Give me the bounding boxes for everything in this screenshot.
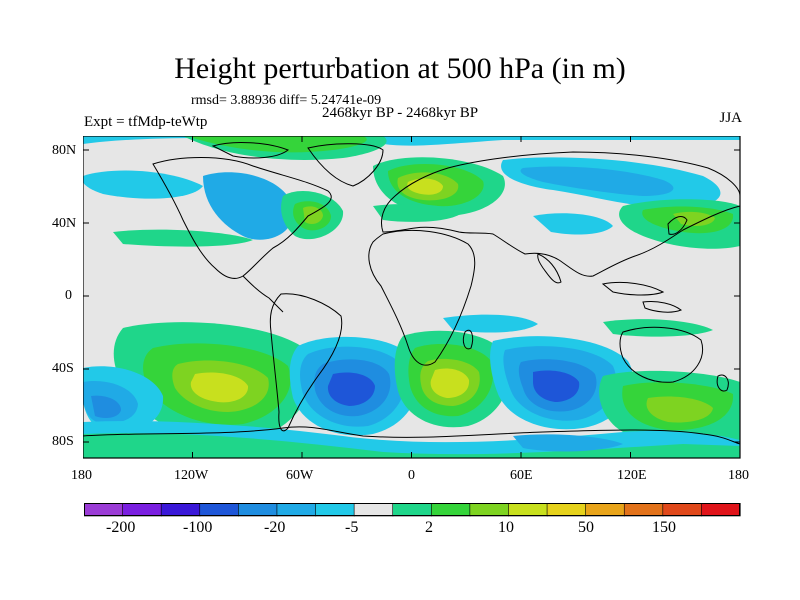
- lon-label-180E: 180: [728, 468, 749, 483]
- colorbar-swatch: [353, 503, 394, 517]
- lon-label-0: 0: [408, 468, 415, 483]
- colorbar-label-neg200: -200: [106, 519, 136, 536]
- colorbar-swatch: [430, 503, 471, 517]
- lon-label-180W: 180: [71, 468, 92, 483]
- colorbar-label-neg20: -20: [264, 519, 286, 536]
- lat-label-40N: 40N: [52, 216, 77, 231]
- colorbar-swatch: [546, 503, 587, 517]
- colorbar-swatch: [238, 503, 278, 517]
- height-perturbation-map: [83, 136, 741, 459]
- axis-ticks: [83, 136, 741, 458]
- coastlines: [83, 142, 741, 445]
- lat-label-40S: 40S: [52, 361, 74, 376]
- colorbar-label-10: 10: [498, 519, 514, 536]
- colorbar-swatch: [122, 503, 162, 517]
- season-label: JJA: [719, 110, 742, 126]
- colorbar-swatch: [469, 503, 510, 517]
- colorbar-swatch: [276, 503, 317, 517]
- lon-label-60W: 60W: [286, 468, 314, 483]
- colorbar-swatch: [160, 503, 201, 517]
- colorbar-swatch: [508, 503, 548, 517]
- lon-label-60E: 60E: [510, 468, 533, 483]
- colorbar-label-50: 50: [578, 519, 594, 536]
- lon-label-120W: 120W: [174, 468, 209, 483]
- stats-text: rmsd= 3.88936 diff= 5.24741e-09: [191, 93, 382, 108]
- colorbar-label-2: 2: [425, 519, 433, 536]
- colorbar-swatch: [199, 503, 239, 517]
- colorbar-swatch: [84, 503, 124, 517]
- colorbar-swatch: [585, 503, 625, 517]
- experiment-label: Expt = tfMdp-teWtp: [84, 114, 208, 130]
- colorbar-swatch: [623, 503, 664, 517]
- colorbar-swatch: [315, 503, 355, 517]
- colorbar-swatch: [662, 503, 703, 517]
- period-text: 2468kyr BP - 2468kyr BP: [322, 105, 479, 121]
- colorbar-label-150: 150: [652, 519, 676, 536]
- lat-label-80N: 80N: [52, 143, 77, 158]
- lon-label-120E: 120E: [617, 468, 647, 483]
- colorbar-swatch: [392, 503, 432, 517]
- colorbar-swatch: [701, 503, 741, 517]
- colorbar-label-neg5: -5: [345, 519, 359, 536]
- lat-label-0: 0: [65, 288, 72, 303]
- colorbar: [84, 503, 741, 517]
- lat-label-80S: 80S: [52, 434, 74, 449]
- colorbar-label-neg100: -100: [183, 519, 213, 536]
- chart-title: Height perturbation at 500 hPa (in m): [174, 52, 626, 85]
